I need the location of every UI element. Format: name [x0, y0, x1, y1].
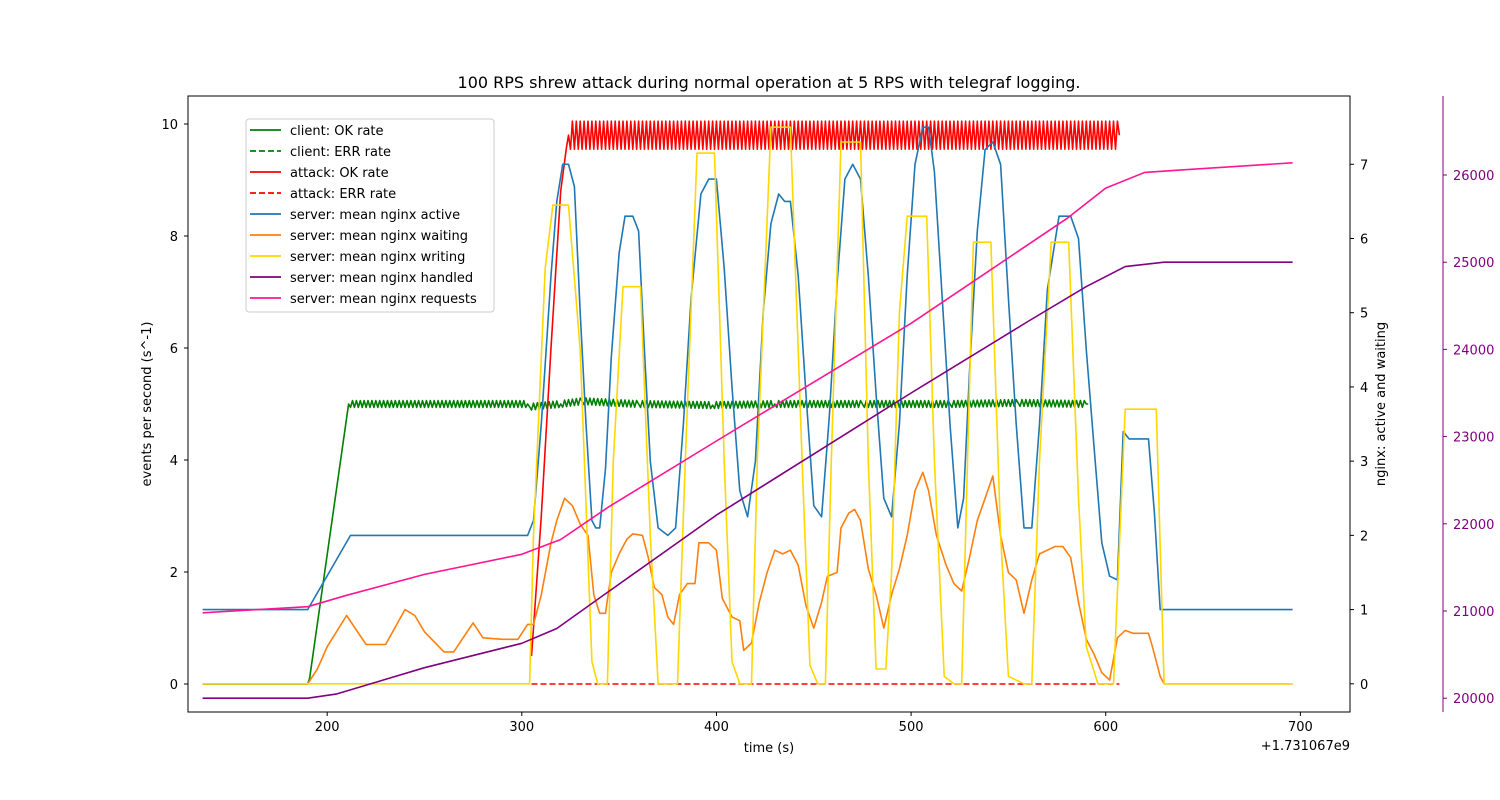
- x-tick-label-2: 400: [704, 720, 729, 735]
- y-right-axis-label: nginx: active and waiting: [1374, 322, 1389, 486]
- y-right2-tick-label-0: 20000: [1453, 692, 1494, 707]
- y-right2-tick-label-2: 22000: [1453, 518, 1494, 533]
- legend-box: [245, 118, 495, 313]
- legend-label-8: server: mean nginx requests: [290, 292, 477, 307]
- y-right2-tick-label-3: 23000: [1453, 431, 1494, 446]
- x-tick-label-4: 600: [1093, 720, 1118, 735]
- legend-entries: client: OK rate client: ERR rate attack: O…: [250, 124, 477, 307]
- series-line-7: [202, 261, 1293, 700]
- y-right-tick-label-0: 0: [1360, 678, 1368, 693]
- y-right-tick-label-4: 4: [1360, 381, 1368, 396]
- chart-title: 100 RPS shrew attack during normal opera…: [458, 73, 1081, 92]
- legend: client: OK rate client: ERR rate attack: O…: [245, 118, 495, 313]
- y-left-tick-label-5: 10: [161, 118, 178, 133]
- y-left-tick-label-1: 2: [170, 566, 178, 581]
- y-right-tick-label-1: 1: [1360, 604, 1368, 619]
- y-right2-tick-label-5: 25000: [1453, 256, 1494, 271]
- y-right-tick-label-2: 2: [1360, 529, 1368, 544]
- y-right-tick-label-7: 7: [1360, 158, 1368, 173]
- legend-label-2: attack: OK rate: [290, 166, 389, 181]
- y-left-axis-label: events per second (s^-1): [140, 322, 155, 487]
- legend-label-5: server: mean nginx waiting: [290, 229, 468, 244]
- y-right2-tick-label-4: 24000: [1453, 343, 1494, 358]
- plot-frame: [187, 95, 1351, 713]
- x-offset-label: +1.731067e9: [1261, 739, 1350, 754]
- legend-label-4: server: mean nginx active: [290, 208, 460, 223]
- series-line-0: [202, 397, 1089, 685]
- x-tick-label-1: 300: [509, 720, 534, 735]
- y-left-tick-label-4: 8: [170, 230, 178, 245]
- x-tick-label-5: 700: [1288, 720, 1313, 735]
- y-left-tick-label-3: 6: [170, 342, 178, 357]
- y-right2-tick-label-6: 26000: [1453, 169, 1494, 184]
- y-left-tick-label-0: 0: [170, 678, 178, 693]
- legend-label-7: server: mean nginx handled: [290, 271, 473, 286]
- y-right-tick-label-6: 6: [1360, 232, 1368, 247]
- legend-label-1: client: ERR rate: [290, 145, 391, 160]
- legend-label-0: client: OK rate: [290, 124, 384, 139]
- series-line-2: [530, 120, 1121, 657]
- series-line-4: [202, 126, 1293, 611]
- x-tick-label-0: 200: [315, 720, 340, 735]
- y-right-tick-label-5: 5: [1360, 307, 1368, 322]
- x-tick-label-3: 500: [899, 720, 924, 735]
- legend-label-6: server: mean nginx writing: [290, 250, 465, 265]
- legend-label-3: attack: ERR rate: [290, 187, 396, 202]
- x-axis-label: time (s): [744, 741, 794, 756]
- series-layer: [202, 120, 1293, 700]
- y-right2-tick-label-1: 21000: [1453, 605, 1494, 620]
- series-line-6: [202, 126, 1293, 685]
- y-right-tick-label-3: 3: [1360, 455, 1368, 470]
- y-left-tick-label-2: 4: [170, 454, 178, 469]
- ticks-layer: 200 300 400 500 600 700 0 2 4 6 8 10 0 1 2 3 4 5 6 7 20000 21…: [161, 118, 1494, 735]
- series-line-8: [202, 162, 1293, 614]
- series-line-5: [202, 471, 1293, 685]
